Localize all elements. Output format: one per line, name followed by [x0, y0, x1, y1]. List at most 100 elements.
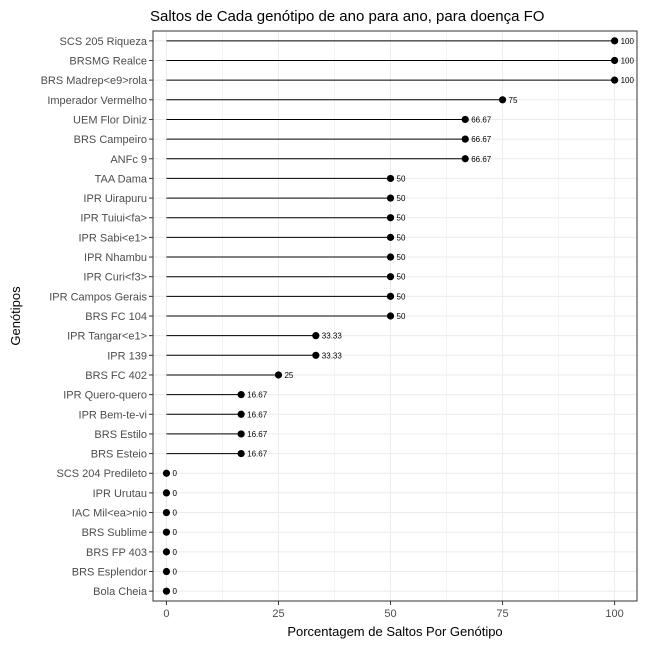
- x-axis: 0 25 50 75 100: [163, 601, 624, 620]
- lollipop-point: [162, 469, 171, 477]
- plot-marks: 100 100 100 75 66.67 66.67 66.67 50 50 50 50 50 50 50…: [162, 37, 635, 596]
- y-tick-label: Imperador Vermelho: [47, 95, 147, 107]
- y-tick-label: IPR Nhambu: [84, 252, 147, 264]
- y-tick-label: IPR Tangar<e1>: [67, 331, 147, 343]
- lollipop-point: [386, 273, 395, 281]
- data-label: 16.67: [247, 391, 268, 400]
- x-tick-label: 25: [272, 608, 284, 620]
- y-tick-label: IPR Quero-quero: [63, 390, 147, 402]
- y-axis-title: Genótipos: [8, 286, 23, 346]
- lollipop-point: [610, 76, 619, 84]
- data-label: 50: [397, 273, 406, 282]
- y-tick-label: IAC Mil<ea>nio: [72, 508, 147, 520]
- chart-title: Saltos de Cada genótipo de ano para ano,…: [150, 8, 544, 25]
- lollipop-point: [162, 587, 171, 595]
- lollipop-point: [610, 56, 619, 65]
- y-tick-label: IPR Curi<f3>: [83, 272, 147, 284]
- data-label: 50: [397, 233, 406, 242]
- lollipop-point: [237, 430, 245, 438]
- lollipop-point: [461, 115, 469, 124]
- y-tick-label: IPR Urutau: [93, 488, 147, 500]
- y-tick-label: IPR Bem-te-vi: [79, 409, 147, 421]
- data-label: 100: [621, 56, 635, 65]
- lollipop-point: [274, 371, 283, 379]
- data-label: 75: [509, 96, 518, 105]
- y-axis: SCS 205 Riqueza BRSMG Realce BRS Madrep<e9…: [41, 36, 153, 598]
- lollipop-point: [386, 194, 395, 202]
- data-label: 33.33: [322, 332, 343, 341]
- data-label: 66.67: [471, 135, 492, 144]
- data-label: 0: [172, 528, 177, 537]
- data-label: 50: [397, 312, 406, 321]
- y-tick-label: UEM Flor Diniz: [73, 114, 147, 126]
- lollipop-point: [162, 567, 171, 576]
- y-tick-label: SCS 205 Riqueza: [60, 36, 148, 48]
- data-label: 0: [172, 509, 177, 518]
- data-label: 50: [397, 194, 406, 203]
- lollipop-point: [237, 391, 245, 399]
- y-tick-label: BRS Campeiro: [74, 134, 147, 146]
- y-tick-label: BRS FC 104: [85, 311, 147, 323]
- y-tick-label: SCS 204 Predileto: [57, 468, 148, 480]
- x-tick-label: 50: [384, 608, 396, 620]
- y-tick-label: BRS Madrep<e9>rola: [41, 75, 148, 87]
- lollipop-point: [386, 233, 395, 241]
- lollipop-point: [386, 174, 395, 183]
- y-tick-label: Bola Cheia: [93, 586, 148, 598]
- y-tick-label: BRS Sublime: [82, 527, 147, 539]
- y-tick-label: BRS FP 403: [86, 547, 147, 559]
- data-label: 0: [172, 568, 177, 577]
- lollipop-point: [312, 351, 320, 359]
- data-label: 50: [397, 214, 406, 223]
- lollipop-point: [237, 449, 245, 458]
- data-label: 25: [284, 371, 293, 380]
- y-tick-label: IPR Sabi<e1>: [79, 232, 148, 244]
- y-tick-label: ANFc 9: [110, 154, 147, 166]
- lollipop-point: [162, 489, 171, 497]
- lollipop-point: [461, 155, 469, 163]
- lollipop-point: [461, 135, 469, 143]
- y-tick-label: IPR 139: [107, 350, 147, 362]
- data-label: 50: [397, 174, 406, 183]
- y-tick-label: IPR Tuiui<fa>: [80, 213, 147, 225]
- x-axis-title: Porcentagem de Saltos Por Genótipo: [287, 624, 502, 639]
- data-label: 66.67: [471, 115, 492, 124]
- data-label: 16.67: [247, 410, 268, 419]
- x-tick-label: 100: [605, 608, 623, 620]
- data-label: 16.67: [247, 430, 268, 439]
- lollipop-point: [386, 253, 395, 261]
- data-label: 0: [172, 489, 177, 498]
- data-label: 0: [172, 548, 177, 557]
- data-label: 50: [397, 253, 406, 262]
- lollipop-point: [312, 332, 320, 340]
- data-label: 100: [621, 37, 635, 46]
- y-tick-label: TAA Dama: [95, 173, 148, 185]
- y-tick-label: BRSMG Realce: [69, 55, 147, 67]
- data-label: 66.67: [471, 155, 492, 164]
- lollipop-point: [610, 37, 619, 45]
- data-label: 0: [172, 469, 177, 478]
- y-tick-label: IPR Campos Gerais: [49, 291, 147, 303]
- lollipop-point: [386, 292, 395, 300]
- y-tick-label: BRS Esplendor: [72, 567, 148, 579]
- lollipop-point: [162, 528, 171, 536]
- lollipop-point: [162, 508, 171, 517]
- x-tick-label: 0: [163, 608, 169, 620]
- data-label: 33.33: [322, 351, 343, 360]
- lollipop-point: [237, 410, 245, 418]
- data-label: 0: [172, 587, 177, 596]
- x-tick-label: 75: [496, 608, 508, 620]
- lollipop-point: [498, 96, 507, 104]
- y-tick-label: BRS Estilo: [94, 429, 147, 441]
- lollipop-point: [162, 548, 171, 556]
- data-label: 100: [621, 76, 635, 85]
- data-label: 16.67: [247, 450, 268, 459]
- y-tick-label: IPR Uirapuru: [83, 193, 147, 205]
- y-tick-label: BRS Esteio: [91, 449, 147, 461]
- y-tick-label: BRS FC 402: [85, 370, 147, 382]
- lollipop-point: [386, 214, 395, 222]
- lollipop-point: [386, 312, 395, 320]
- data-label: 50: [397, 292, 406, 301]
